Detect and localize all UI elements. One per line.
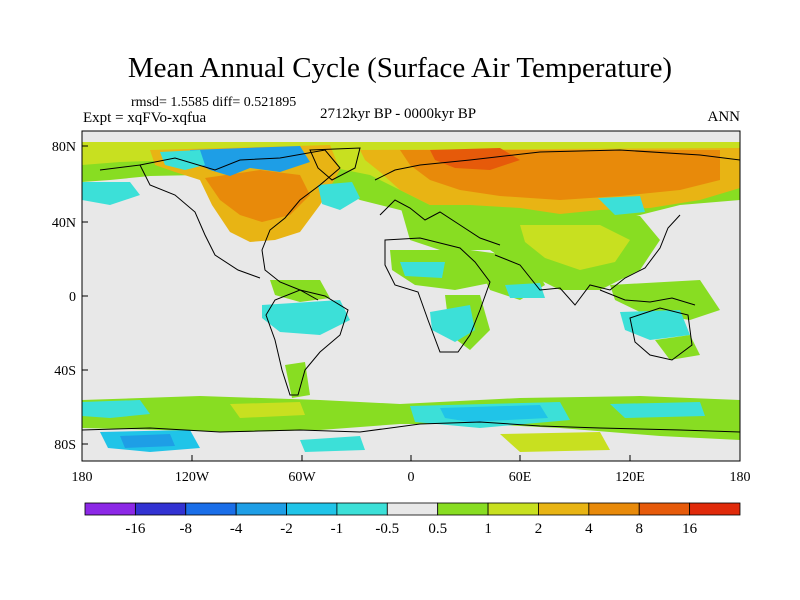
lon-label-180e: 180 [730, 470, 751, 485]
greenland-coast [309, 147, 361, 181]
lon-label-0: 0 [408, 470, 415, 485]
colorbar-label-4: -1 [331, 521, 344, 537]
north-africa-cyan [400, 262, 445, 278]
colorbar-swatch-11 [638, 502, 691, 516]
indonesia-coast [599, 289, 696, 306]
north-america-coast [139, 149, 341, 301]
asia-yellow [520, 225, 630, 270]
colorbar-swatch-2 [185, 502, 237, 516]
colorbar-label-7: 1 [484, 521, 492, 537]
lon-label-120w: 120W [175, 470, 210, 485]
colorbar-label-0: -16 [125, 521, 145, 537]
australia-cyan [620, 310, 690, 340]
antarctica-yellow [500, 432, 610, 452]
experiment-label: Expt = xqFVo-xqfua [83, 110, 207, 126]
europe-coast [379, 199, 501, 246]
lon-label-180w: 180 [72, 470, 93, 485]
period-label: 2712kyr BP - 0000kyr BP [320, 106, 477, 122]
southern-ocean-cyan-3 [610, 402, 705, 418]
east-asia-cyan [598, 196, 645, 215]
lat-label-40S: 40S [54, 364, 76, 379]
antarctica-darkblue [120, 434, 175, 448]
africa-coast [384, 237, 491, 353]
lat-label-80S: 80S [54, 438, 76, 453]
south-america-green [285, 362, 310, 398]
map-panel [81, 130, 741, 462]
lon-label-120e: 120E [615, 470, 645, 485]
southern-ocean-cyan-1 [82, 400, 150, 418]
arabia-india-coast [494, 214, 681, 306]
chart-title: Mean Annual Cycle (Surface Air Temperatu… [127, 52, 673, 84]
latitude-axis: 80N 40N 0 40S 80S [52, 140, 88, 453]
north-pacific-cyan [82, 182, 140, 205]
colorbar-label-9: 4 [585, 521, 593, 537]
lon-label-60w: 60W [288, 470, 316, 485]
lat-label-0: 0 [69, 290, 76, 305]
maritime-continent-green [610, 280, 720, 320]
colorbar-swatch-7 [437, 502, 489, 516]
colorbar-swatch-9 [538, 502, 590, 516]
lon-label-60e: 60E [509, 470, 532, 485]
colorbar-swatch-12 [689, 502, 741, 516]
season-label: ANN [707, 109, 741, 125]
colorbar-swatch-10 [588, 502, 640, 516]
colorbar-swatch-5 [336, 502, 388, 516]
colorbar-swatch-4 [286, 502, 338, 516]
colorbar: -16 -8 -4 -2 -1 -0.5 0.5 1 2 4 8 16 [84, 502, 741, 537]
antarctica-coast [81, 421, 741, 433]
australia-coast [629, 307, 693, 361]
south-america-cyan [262, 300, 350, 335]
colorbar-label-8: 2 [535, 521, 543, 537]
colorbar-label-1: -8 [180, 521, 193, 537]
southern-ocean-blue [440, 405, 548, 422]
colorbar-swatch-6 [386, 502, 439, 516]
south-america-coast [265, 289, 349, 396]
coastlines [81, 147, 741, 433]
lat-label-80N: 80N [52, 140, 76, 155]
ross-sea-yellow [230, 402, 305, 418]
north-america-darkorange [205, 170, 310, 222]
eurasia-coast [374, 149, 741, 181]
australia-green [655, 335, 700, 360]
colorbar-swatch-1 [134, 502, 187, 516]
colorbar-label-2: -4 [230, 521, 243, 537]
north-atlantic-cyan [318, 182, 360, 210]
colorbar-label-11: 16 [682, 521, 698, 537]
alaska-coast [99, 164, 261, 279]
longitude-axis: 180 120W 60W 0 60E 120E 180 [72, 455, 751, 485]
colorbar-label-10: 8 [635, 521, 643, 537]
colorbar-swatch-0 [84, 502, 136, 516]
antarctica-cyan [300, 436, 365, 452]
colorbar-label-3: -2 [280, 521, 293, 537]
colorbar-label-5: -0.5 [375, 521, 399, 537]
colorbar-label-6: 0.5 [428, 521, 447, 537]
arabia-cyan [505, 283, 545, 298]
lat-label-40N: 40N [52, 216, 76, 231]
colorbar-swatch-8 [487, 502, 539, 516]
southern-africa-cyan [430, 305, 475, 342]
colorbar-swatch-3 [235, 502, 287, 516]
stats-label: rmsd= 1.5585 diff= 0.521895 [131, 95, 297, 110]
